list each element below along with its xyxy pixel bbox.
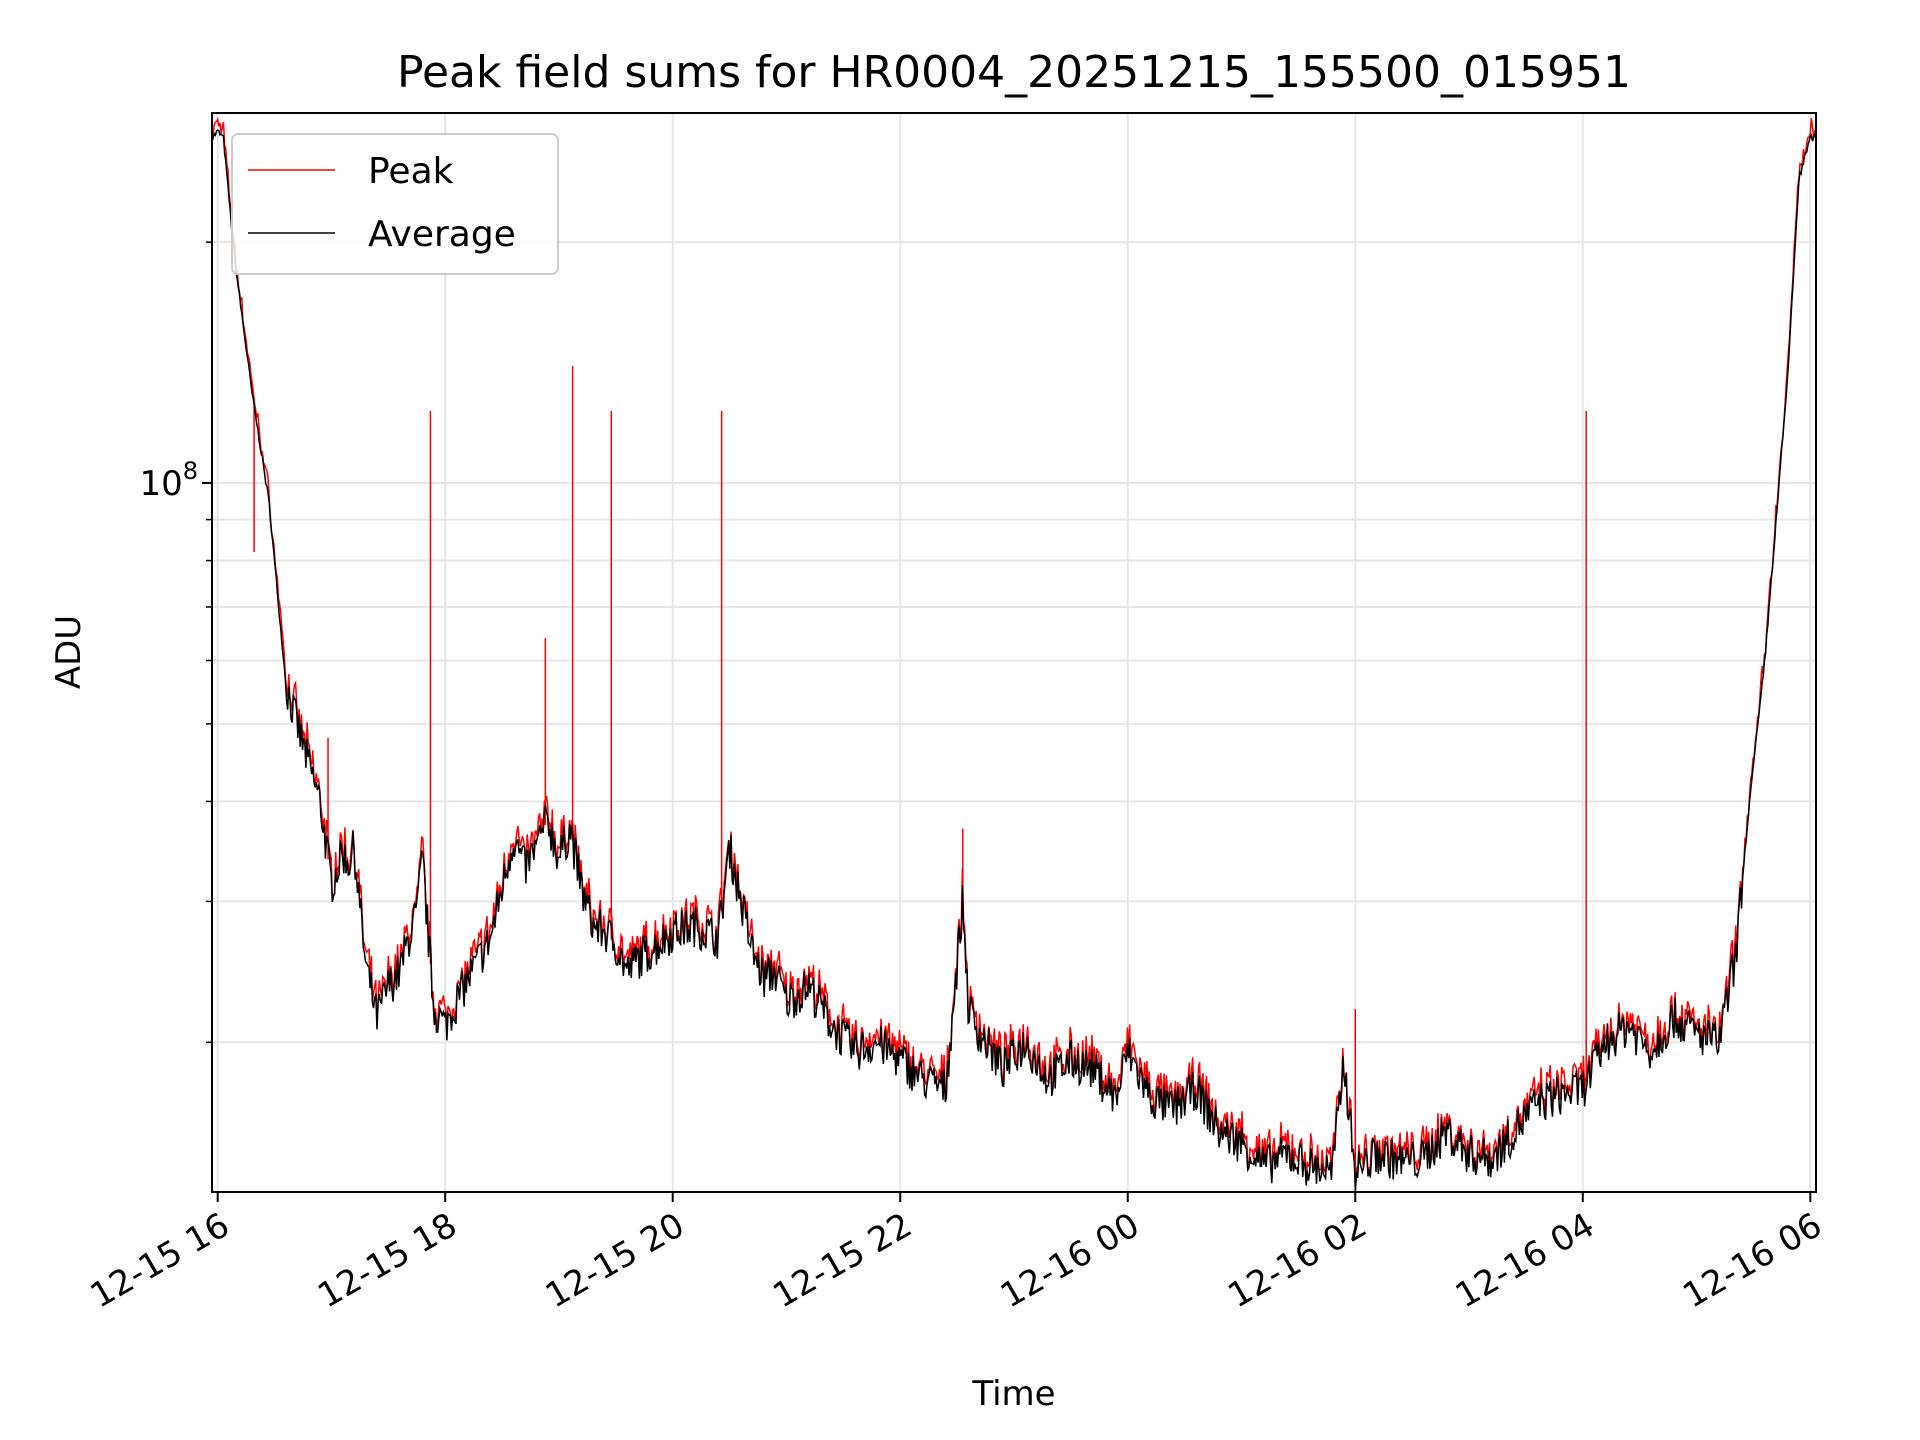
legend: Peak Average xyxy=(231,133,559,275)
x-axis-label: Time xyxy=(971,1374,1055,1414)
average-series-line xyxy=(211,129,1817,1192)
legend-peak-label: Peak xyxy=(368,151,454,192)
y-tick-label: 108 xyxy=(139,457,198,504)
grid xyxy=(212,113,1816,1192)
y-axis-label: ADU xyxy=(49,615,89,689)
legend-box xyxy=(231,133,559,275)
chart-title: Peak field sums for HR0004_20251215_1555… xyxy=(397,47,1631,98)
legend-average-label: Average xyxy=(368,214,516,255)
plot-frame xyxy=(211,112,1817,1193)
series-layer xyxy=(211,116,1817,1192)
